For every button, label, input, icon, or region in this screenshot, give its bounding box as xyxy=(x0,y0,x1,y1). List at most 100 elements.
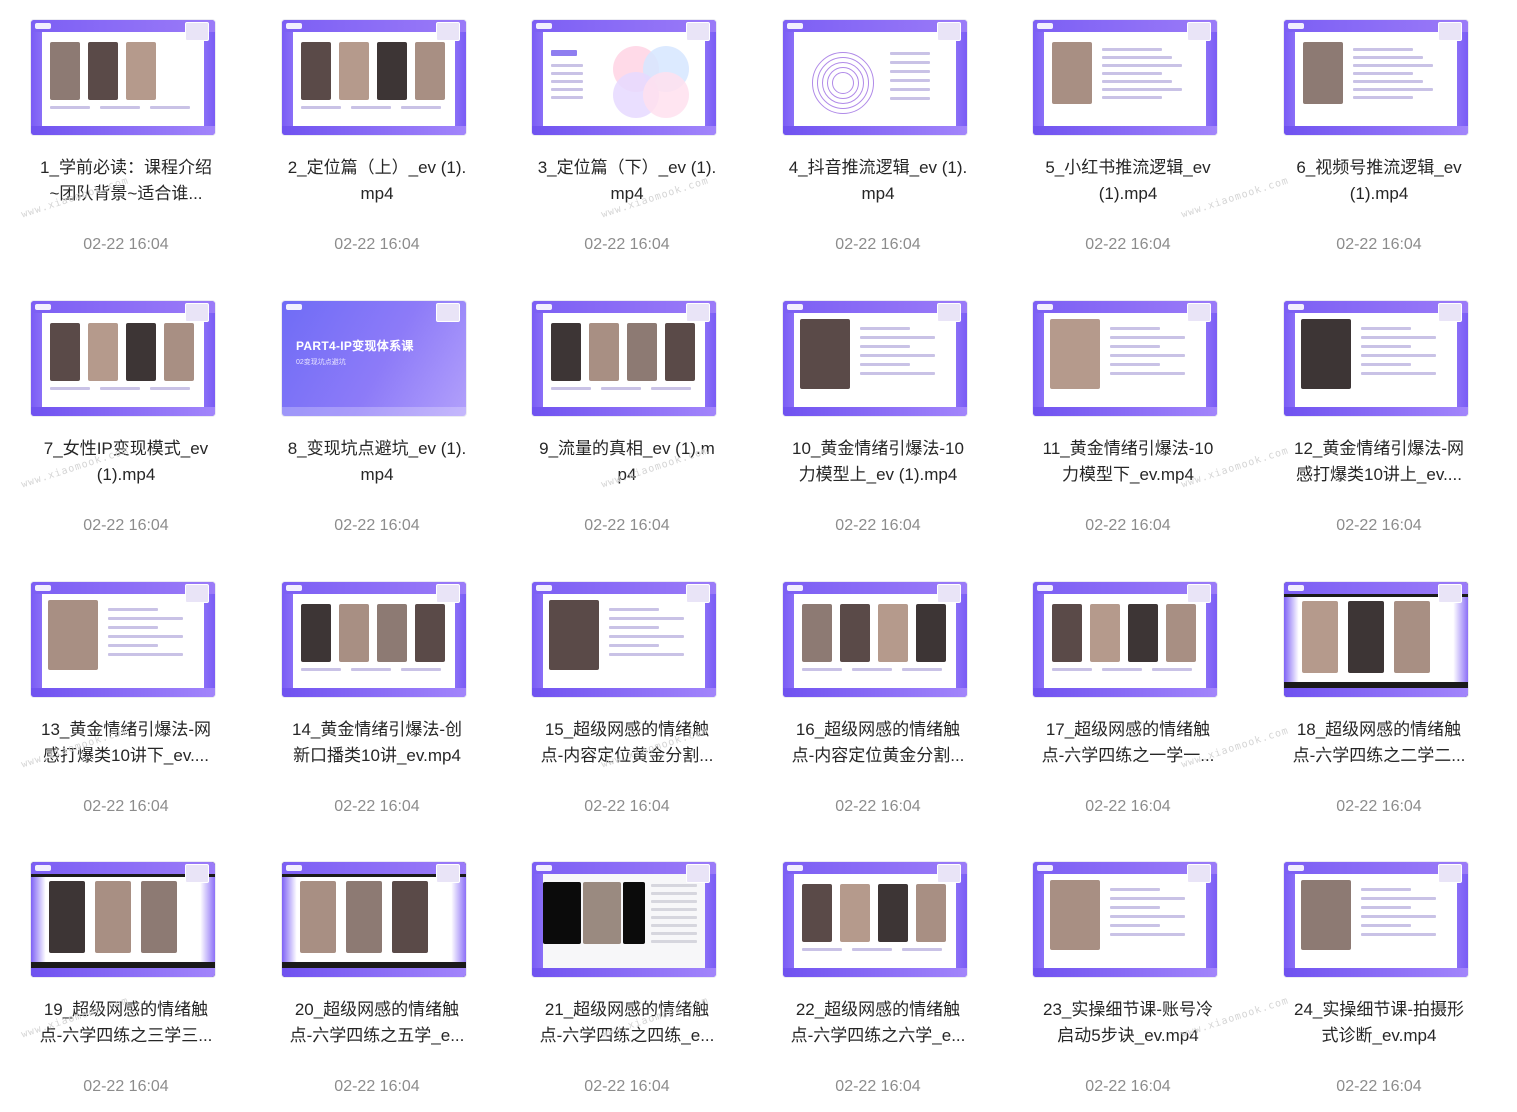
file-name[interactable]: 24_实操细节课-拍摄形 式诊断_ev.mp4 xyxy=(1264,997,1494,1049)
slide-text-line xyxy=(802,668,842,671)
file-tile[interactable]: 9_流量的真相_ev (1).m p4 02-22 16:04 xyxy=(512,301,742,551)
video-thumbnail[interactable] xyxy=(1033,582,1217,697)
file-tile[interactable]: 3_定位篇（下）_ev (1). mp4 02-22 16:04 xyxy=(512,20,742,270)
file-tile[interactable]: 23_实操细节课-账号冷 启动5步诀_ev.mp4 02-22 16:04 xyxy=(1013,862,1243,1112)
file-name[interactable]: 3_定位篇（下）_ev (1). mp4 xyxy=(512,155,742,207)
video-thumbnail[interactable] xyxy=(282,862,466,977)
file-date: 02-22 16:04 xyxy=(1085,798,1171,815)
video-thumbnail[interactable] xyxy=(783,582,967,697)
presenter-camera-icon xyxy=(686,303,710,322)
file-name[interactable]: 18_超级网感的情绪触 点-六学四练之二学二... xyxy=(1264,717,1494,769)
file-name[interactable]: 14_黄金情绪引爆法-创 新口播类10讲_ev.mp4 xyxy=(262,717,492,769)
video-thumbnail[interactable] xyxy=(1033,20,1217,135)
slide-text-line xyxy=(1361,327,1411,330)
file-name[interactable]: 9_流量的真相_ev (1).m p4 xyxy=(512,436,742,488)
video-thumbnail[interactable] xyxy=(1284,20,1468,135)
file-name[interactable]: 20_超级网感的情绪触 点-六学四练之五学_e... xyxy=(262,997,492,1049)
file-tile[interactable]: 24_实操细节课-拍摄形 式诊断_ev.mp4 02-22 16:04 xyxy=(1264,862,1494,1112)
video-thumbnail[interactable] xyxy=(532,862,716,977)
file-name[interactable]: 11_黄金情绪引爆法-10 力模型下_ev.mp4 xyxy=(1013,436,1243,488)
video-thumbnail[interactable] xyxy=(282,582,466,697)
video-thumbnail[interactable] xyxy=(532,301,716,416)
file-name-line-2: 式诊断_ev.mp4 xyxy=(1321,1026,1437,1045)
file-tile[interactable]: 17_超级网感的情绪触 点-六学四练之一学一... 02-22 16:04 xyxy=(1013,582,1243,832)
file-tile[interactable]: 13_黄金情绪引爆法-网 感打爆类10讲下_ev.... 02-22 16:04 xyxy=(11,582,241,832)
file-tile[interactable]: 11_黄金情绪引爆法-10 力模型下_ev.mp4 02-22 16:04 xyxy=(1013,301,1243,551)
thumbnail-slide xyxy=(1044,594,1206,688)
slide-photo xyxy=(392,881,428,953)
file-tile[interactable]: 12_黄金情绪引爆法-网 感打爆类10讲上_ev.... 02-22 16:04 xyxy=(1264,301,1494,551)
file-tile[interactable]: 22_超级网感的情绪触 点-六学四练之六学_e... 02-22 16:04 xyxy=(763,862,993,1112)
slide-text-line xyxy=(301,668,341,671)
file-date: 02-22 16:04 xyxy=(1336,236,1422,253)
file-date: 02-22 16:04 xyxy=(334,798,420,815)
thumbnail-footer xyxy=(783,407,967,416)
file-name[interactable]: 15_超级网感的情绪触 点-内容定位黄金分割... xyxy=(512,717,742,769)
slide-text-line xyxy=(1361,897,1436,900)
video-thumbnail[interactable] xyxy=(31,582,215,697)
video-thumbnail[interactable] xyxy=(31,862,215,977)
presenter-camera-icon xyxy=(1438,584,1462,603)
file-tile[interactable]: 19_超级网感的情绪触 点-六学四练之三学三... 02-22 16:04 xyxy=(11,862,241,1112)
file-name[interactable]: 2_定位篇（上）_ev (1). mp4 xyxy=(262,155,492,207)
video-thumbnail[interactable] xyxy=(1284,862,1468,977)
slide-text-line xyxy=(1102,668,1142,671)
file-tile[interactable]: 18_超级网感的情绪触 点-六学四练之二学二... 02-22 16:04 xyxy=(1264,582,1494,832)
thumbnail-footer xyxy=(1033,968,1217,977)
video-thumbnail[interactable] xyxy=(1284,301,1468,416)
file-name[interactable]: 23_实操细节课-账号冷 启动5步诀_ev.mp4 xyxy=(1013,997,1243,1049)
file-tile[interactable]: 15_超级网感的情绪触 点-内容定位黄金分割... 02-22 16:04 xyxy=(512,582,742,832)
file-name[interactable]: 5_小红书推流逻辑_ev (1).mp4 xyxy=(1013,155,1243,207)
slide-text-line xyxy=(1361,888,1411,891)
file-tile[interactable]: 2_定位篇（上）_ev (1). mp4 02-22 16:04 xyxy=(262,20,492,270)
video-thumbnail[interactable] xyxy=(532,582,716,697)
video-thumbnail[interactable] xyxy=(1284,582,1468,697)
video-thumbnail[interactable] xyxy=(783,862,967,977)
file-name[interactable]: 4_抖音推流逻辑_ev (1). mp4 xyxy=(763,155,993,207)
file-name[interactable]: 12_黄金情绪引爆法-网 感打爆类10讲上_ev.... xyxy=(1264,436,1494,488)
file-tile[interactable]: 21_超级网感的情绪触 点-六学四练之四练_e... 02-22 16:04 xyxy=(512,862,742,1112)
file-name[interactable]: 1_学前必读：课程介绍 ~团队背景~适合谁... xyxy=(11,155,241,207)
file-tile[interactable]: PART4-IP变现体系课 02变现坑点避坑 8_变现坑点避坑_ev (1). m… xyxy=(262,301,492,551)
file-tile[interactable]: 1_学前必读：课程介绍 ~团队背景~适合谁... 02-22 16:04 xyxy=(11,20,241,270)
file-tile[interactable]: 7_女性IP变现模式_ev (1).mp4 02-22 16:04 xyxy=(11,301,241,551)
brand-logo-icon xyxy=(286,865,302,871)
video-thumbnail[interactable] xyxy=(1033,862,1217,977)
video-thumbnail[interactable] xyxy=(532,20,716,135)
slide-text-line xyxy=(609,644,659,647)
file-tile[interactable]: 6_视频号推流逻辑_ev (1).mp4 02-22 16:04 xyxy=(1264,20,1494,270)
file-tile[interactable]: 4_抖音推流逻辑_ev (1). mp4 02-22 16:04 xyxy=(763,20,993,270)
video-thumbnail[interactable]: PART4-IP变现体系课 02变现坑点避坑 xyxy=(282,301,466,416)
video-thumbnail[interactable] xyxy=(31,20,215,135)
slide-text-line xyxy=(401,106,441,109)
presenter-camera-icon xyxy=(937,864,961,883)
file-name[interactable]: 10_黄金情绪引爆法-10 力模型上_ev (1).mp4 xyxy=(763,436,993,488)
file-tile[interactable]: 10_黄金情绪引爆法-10 力模型上_ev (1).mp4 02-22 16:0… xyxy=(763,301,993,551)
file-name[interactable]: 21_超级网感的情绪触 点-六学四练之四练_e... xyxy=(512,997,742,1049)
slide-photo xyxy=(48,600,98,670)
slide-text-line xyxy=(1052,668,1092,671)
file-name[interactable]: 6_视频号推流逻辑_ev (1).mp4 xyxy=(1264,155,1494,207)
brand-logo-icon xyxy=(286,304,302,310)
video-thumbnail[interactable] xyxy=(783,20,967,135)
thumbnail-header xyxy=(1033,20,1217,32)
file-name[interactable]: 8_变现坑点避坑_ev (1). mp4 xyxy=(262,436,492,488)
file-name[interactable]: 7_女性IP变现模式_ev (1).mp4 xyxy=(11,436,241,488)
video-thumbnail[interactable] xyxy=(783,301,967,416)
file-name[interactable]: 17_超级网感的情绪触 点-六学四练之一学一... xyxy=(1013,717,1243,769)
file-tile[interactable]: 16_超级网感的情绪触 点-内容定位黄金分割... 02-22 16:04 xyxy=(763,582,993,832)
video-thumbnail[interactable] xyxy=(31,301,215,416)
file-name[interactable]: 16_超级网感的情绪触 点-内容定位黄金分割... xyxy=(763,717,993,769)
file-name[interactable]: 22_超级网感的情绪触 点-六学四练之六学_e... xyxy=(763,997,993,1049)
file-date: 02-22 16:04 xyxy=(1336,1078,1422,1095)
file-name[interactable]: 13_黄金情绪引爆法-网 感打爆类10讲下_ev.... xyxy=(11,717,241,769)
thumbnail-slide xyxy=(1044,32,1206,126)
file-tile[interactable]: 20_超级网感的情绪触 点-六学四练之五学_e... 02-22 16:04 xyxy=(262,862,492,1112)
slide-photo xyxy=(1166,604,1196,662)
file-tile[interactable]: 5_小红书推流逻辑_ev (1).mp4 02-22 16:04 xyxy=(1013,20,1243,270)
video-thumbnail[interactable] xyxy=(1033,301,1217,416)
presenter-camera-icon xyxy=(686,584,710,603)
file-name[interactable]: 19_超级网感的情绪触 点-六学四练之三学三... xyxy=(11,997,241,1049)
video-thumbnail[interactable] xyxy=(282,20,466,135)
file-tile[interactable]: 14_黄金情绪引爆法-创 新口播类10讲_ev.mp4 02-22 16:04 xyxy=(262,582,492,832)
